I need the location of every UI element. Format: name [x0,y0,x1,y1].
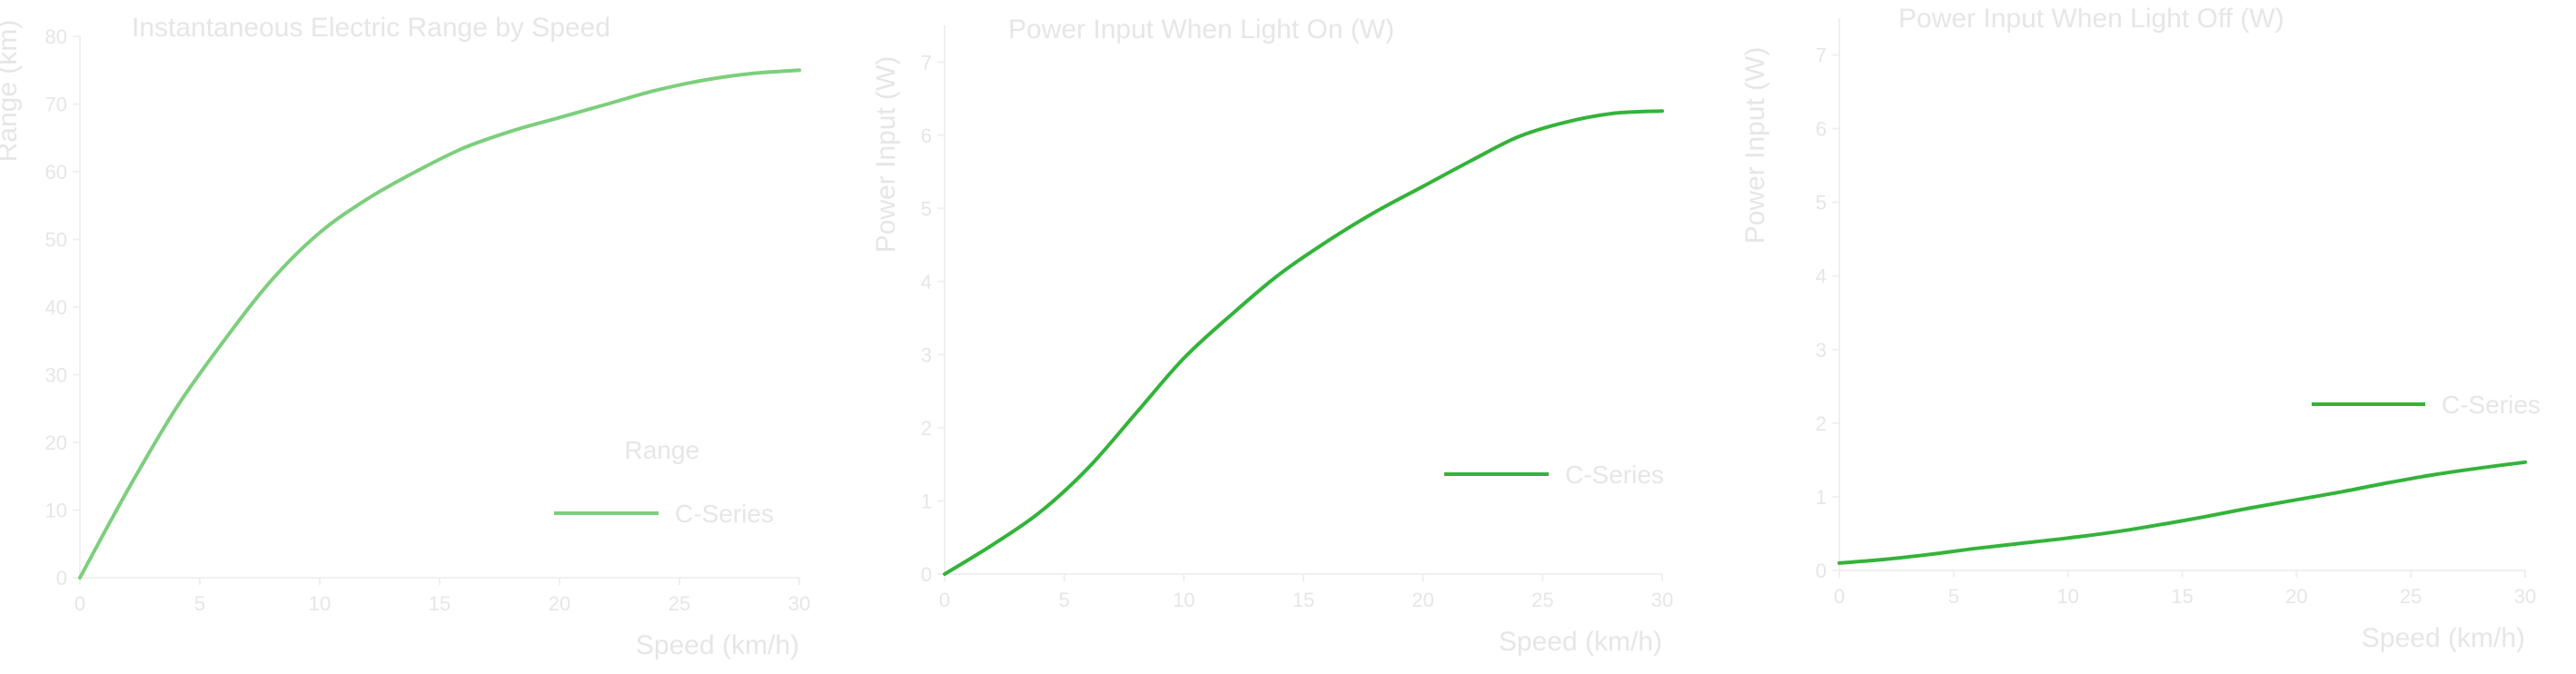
y-tick-label: 3 [921,343,932,366]
legend: C-Series [1444,461,1664,489]
y-tick-label: 3 [1816,339,1827,362]
series-line-1 [78,68,801,580]
legend-label: C-Series [2442,391,2541,419]
x-tick-label: 30 [1651,589,1673,611]
series-line-1 [943,109,1664,576]
chart-2: Power Input When Light On (W)0 5 10 15 20 25 3… [871,15,1673,657]
y-tick-label: 1 [921,490,932,512]
y-tick-label: 7 [1816,45,1827,67]
y-tick-label: 5 [921,197,932,220]
x-tick-label: 10 [2056,585,2078,608]
x-tick-label: 5 [194,592,205,615]
x-tick-label: 15 [1293,589,1314,611]
chart-title: Power Input When Light On (W) [1008,15,1394,45]
x-tick-label: 15 [429,592,451,615]
legend: C-Series [2312,391,2541,419]
chart-3: Power Input When Light Off (W)0 5 10 15 20 25… [1740,4,2541,653]
x-tick-label: 30 [788,592,810,615]
y-tick-label: 0 [1816,560,1827,582]
legend-label: C-Series [675,500,774,528]
y-axis-label: Power Input (W) [871,56,901,253]
x-tick-label: 0 [1834,585,1845,608]
x-axis-label: Speed (km/h) [636,630,799,660]
y-tick-label: 0 [921,563,932,586]
chart-title: Power Input When Light Off (W) [1898,4,2284,34]
y-tick-label: 0 [56,567,67,590]
x-tick-label: 20 [1412,589,1433,611]
x-tick-label: 25 [1531,589,1553,611]
x-tick-label: 20 [549,592,570,615]
series-line-1 [1838,460,2527,565]
y-axis-label: Range (km) [0,20,23,163]
x-tick-label: 25 [669,592,690,615]
y-tick-label: 10 [45,500,67,522]
y-tick-label: 1 [1816,486,1827,509]
legend: Range C-Series [554,436,774,528]
x-tick-label: 5 [1059,589,1070,611]
x-tick-label: 5 [1948,585,1959,608]
x-tick-label: 10 [309,592,331,615]
chart-1: Instantaneous Electric Range by Speed 0 5 1… [0,13,810,660]
chart-title: Instantaneous Electric Range by Speed [132,13,610,43]
y-tick-label: 5 [1816,192,1827,214]
y-tick-label: 20 [45,431,67,454]
y-tick-label: 80 [45,25,67,48]
y-tick-label: 2 [1816,412,1827,435]
y-tick-label: 40 [45,296,67,319]
legend-title: Range [625,436,700,464]
x-tick-label: 30 [2514,585,2536,608]
y-axis-label: Power Input (W) [1740,47,1770,244]
x-axis-label: Speed (km/h) [1499,627,1662,657]
y-tick-label: 6 [1816,118,1827,141]
y-tick-label: 7 [921,51,932,74]
legend-label: C-Series [1565,461,1664,489]
y-tick-label: 2 [921,417,932,440]
x-tick-label: 10 [1173,589,1194,611]
x-tick-label: 25 [2400,585,2422,608]
x-tick-label: 0 [939,589,950,611]
y-tick-label: 6 [921,124,932,147]
y-tick-label: 30 [45,364,67,387]
y-tick-label: 4 [1816,265,1827,288]
x-tick-label: 0 [74,592,85,615]
x-tick-label: 15 [2171,585,2193,608]
y-tick-label: 50 [45,229,67,252]
y-tick-label: 70 [45,94,67,116]
x-axis-label: Speed (km/h) [2362,623,2525,653]
y-tick-label: 60 [45,161,67,183]
y-tick-label: 4 [921,271,932,293]
x-tick-label: 20 [2285,585,2307,608]
